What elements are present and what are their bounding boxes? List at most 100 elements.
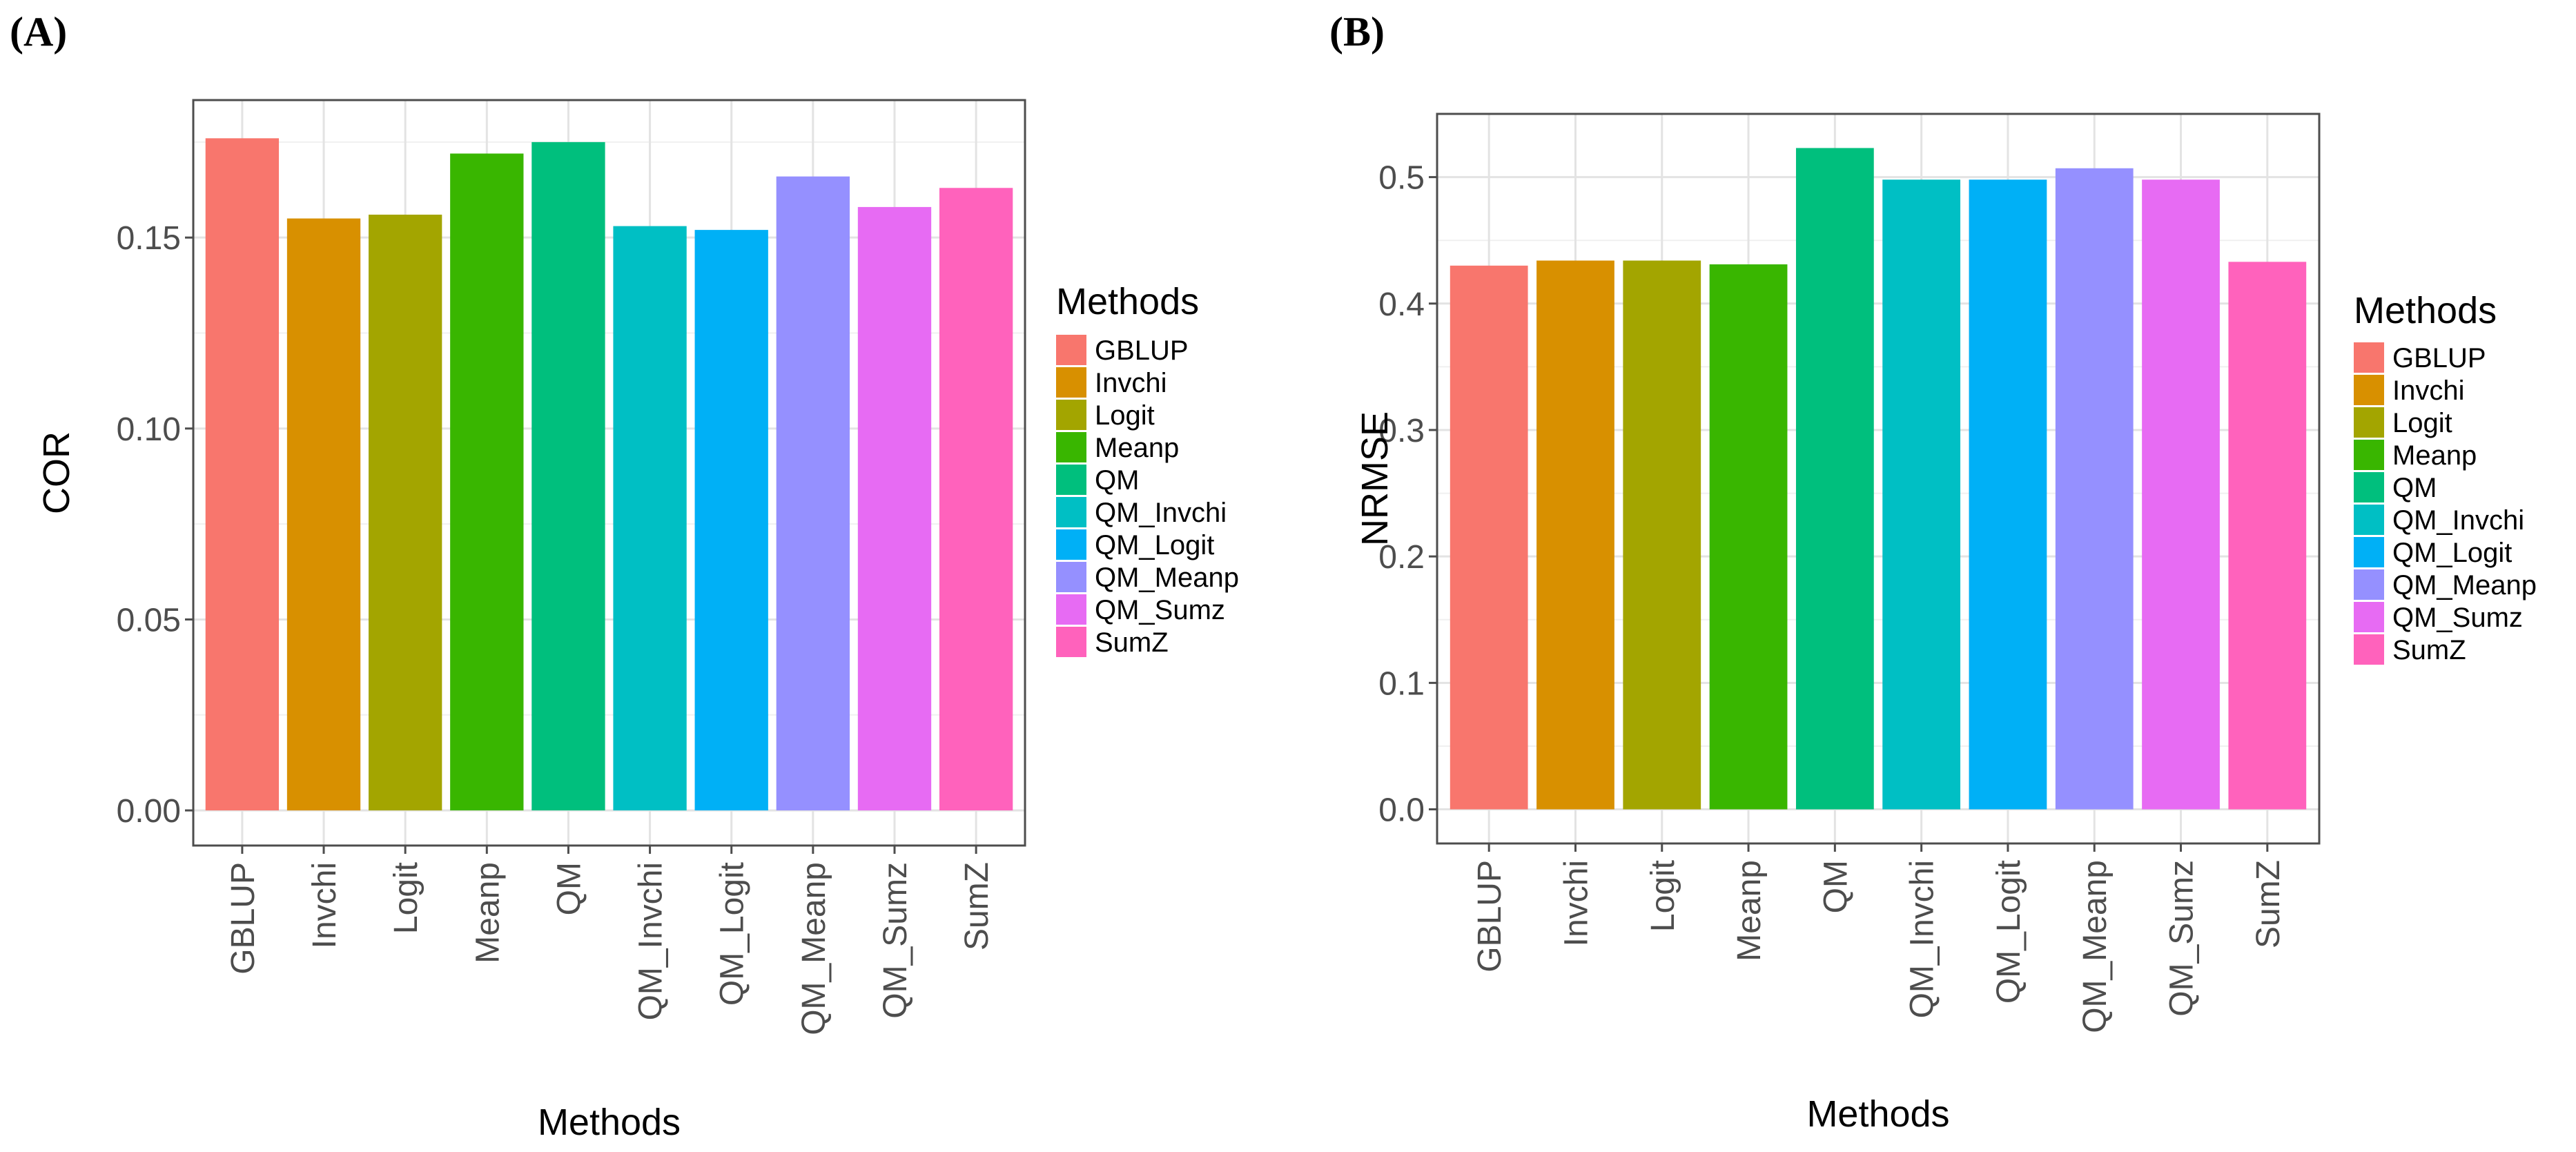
legend-label-a-qm-invchi: QM_Invchi — [1095, 498, 1227, 528]
y-tick-label-b-0: 0.0 — [1378, 792, 1425, 829]
legend-label-b-qm-sumz: QM_Sumz — [2392, 603, 2523, 633]
legend-label-a-qm-meanp: QM_Meanp — [1095, 563, 1239, 593]
bar-a-gblup — [205, 138, 280, 811]
legend-label-b-qm-meanp: QM_Meanp — [2392, 570, 2537, 601]
legend-swatch-a-logit — [1056, 400, 1086, 430]
legend-label-a-qm-logit: QM_Logit — [1095, 530, 1214, 560]
legend-swatch-b-qm — [2354, 472, 2384, 502]
legend-label-b-invchi: Invchi — [2392, 375, 2465, 406]
y-tick-label-a-0-05: 0.05 — [117, 602, 181, 638]
x-tick-label-a-qm-logit: QM_Logit — [714, 862, 751, 1006]
legend-title-a: Methods — [1056, 281, 1199, 322]
legend-label-b-gblup: GBLUP — [2392, 343, 2486, 373]
y-tick-label-a-0-15: 0.15 — [117, 220, 181, 257]
plot-border-a — [192, 99, 1026, 847]
x-axis-title-b: Methods — [1806, 1093, 1949, 1135]
bar-b-qm-invchi — [1882, 179, 1961, 810]
x-tick-label-a-invchi: Invchi — [306, 862, 343, 948]
legend-swatch-a-qm — [1056, 465, 1086, 495]
legend-label-b-meanp: Meanp — [2392, 440, 2477, 471]
legend-label-a-gblup: GBLUP — [1095, 335, 1189, 366]
legend-label-a-qm: QM — [1095, 465, 1139, 496]
bar-a-logit — [368, 214, 442, 811]
bar-b-meanp — [1709, 264, 1788, 810]
legend-swatch-a-qm-sumz — [1056, 594, 1086, 625]
x-tick-label-b-qm-invchi: QM_Invchi — [1904, 860, 1941, 1018]
legend-swatch-b-qm-sumz — [2354, 602, 2384, 632]
bar-a-invchi — [286, 218, 361, 811]
x-axis-title-a: Methods — [538, 1102, 681, 1143]
bar-b-invchi — [1536, 260, 1614, 810]
legend-label-b-qm-logit: QM_Logit — [2392, 538, 2512, 568]
x-tick-label-a-sumz: SumZ — [959, 862, 995, 950]
x-tick-label-a-qm-sumz: QM_Sumz — [877, 862, 914, 1019]
bar-a-qm-meanp — [776, 176, 850, 811]
bar-a-meanp — [450, 153, 524, 811]
legend-label-b-logit: Logit — [2392, 408, 2452, 438]
legend-swatch-b-meanp — [2354, 440, 2384, 470]
y-axis-title-a: COR — [36, 431, 77, 514]
x-tick-label-a-meanp: Meanp — [469, 862, 506, 964]
bar-a-sumz — [939, 188, 1013, 811]
legend-label-a-qm-sumz: QM_Sumz — [1095, 595, 1225, 625]
x-tick-label-b-sumz: SumZ — [2250, 860, 2287, 948]
legend-label-a-meanp: Meanp — [1095, 433, 1179, 463]
x-tick-label-b-qm-sumz: QM_Sumz — [2164, 860, 2201, 1017]
y-axis-title-b: NRMSE — [1354, 411, 1396, 546]
bar-b-logit — [1623, 260, 1701, 810]
legend-label-a-logit: Logit — [1095, 400, 1155, 431]
y-tick-label-b-0-3: 0.3 — [1378, 413, 1425, 449]
legend-swatch-a-qm-invchi — [1056, 497, 1086, 527]
x-tick-label-b-qm-logit: QM_Logit — [1991, 860, 2027, 1004]
legend-swatch-b-invchi — [2354, 375, 2384, 405]
y-tick-label-b-0-2: 0.2 — [1378, 539, 1425, 576]
panel-label-b: (B) — [1329, 9, 1385, 55]
legend-label-a-sumz: SumZ — [1095, 627, 1169, 658]
legend-swatch-a-qm-logit — [1056, 529, 1086, 560]
x-tick-label-b-qm-meanp: QM_Meanp — [2077, 860, 2114, 1033]
bar-a-qm-logit — [694, 230, 768, 811]
legend-label-b-qm-invchi: QM_Invchi — [2392, 505, 2524, 536]
x-tick-label-a-gblup: GBLUP — [225, 862, 262, 975]
bar-b-qm-sumz — [2142, 179, 2220, 810]
legend-swatch-a-sumz — [1056, 627, 1086, 657]
legend-swatch-b-sumz — [2354, 634, 2384, 665]
legend-label-b-sumz: SumZ — [2392, 635, 2466, 665]
bar-b-sumz — [2228, 262, 2307, 810]
x-tick-label-b-logit: Logit — [1645, 860, 1681, 932]
x-tick-label-a-qm-invchi: QM_Invchi — [633, 862, 670, 1020]
y-tick-label-a-0-1: 0.10 — [117, 411, 181, 448]
x-tick-label-a-logit: Logit — [388, 862, 425, 934]
panel-label-a: (A) — [10, 9, 68, 55]
x-tick-label-a-qm: QM — [551, 862, 587, 915]
legend-swatch-b-qm-invchi — [2354, 505, 2384, 535]
x-tick-label-b-meanp: Meanp — [1731, 860, 1768, 961]
bar-a-qm-sumz — [857, 206, 932, 811]
x-tick-label-a-qm-meanp: QM_Meanp — [796, 862, 832, 1035]
plot-border-b — [1436, 113, 2321, 845]
legend-swatch-b-gblup — [2354, 342, 2384, 373]
legend-swatch-b-logit — [2354, 407, 2384, 438]
legend-swatch-b-qm-logit — [2354, 537, 2384, 567]
x-tick-label-b-gblup: GBLUP — [1472, 860, 1508, 973]
x-tick-label-b-qm: QM — [1817, 860, 1854, 913]
legend-swatch-a-invchi — [1056, 367, 1086, 398]
y-tick-label-b-0-5: 0.5 — [1378, 160, 1425, 197]
bar-b-qm — [1795, 148, 1874, 810]
y-tick-label-b-0-4: 0.4 — [1378, 286, 1425, 323]
bar-b-qm-meanp — [2055, 168, 2134, 810]
bar-b-qm-logit — [1969, 179, 2047, 810]
legend-label-b-qm: QM — [2392, 473, 2437, 503]
legend-swatch-a-qm-meanp — [1056, 562, 1086, 592]
bar-b-gblup — [1450, 265, 1528, 810]
legend-swatch-a-gblup — [1056, 335, 1086, 365]
legend-title-b: Methods — [2354, 290, 2497, 331]
bar-a-qm-invchi — [613, 226, 687, 811]
legend-label-a-invchi: Invchi — [1095, 368, 1167, 398]
y-tick-label-a-0: 0.00 — [117, 793, 181, 830]
y-tick-label-b-0-1: 0.1 — [1378, 665, 1425, 702]
bar-a-qm — [531, 141, 605, 811]
x-tick-label-b-invchi: Invchi — [1558, 860, 1594, 946]
